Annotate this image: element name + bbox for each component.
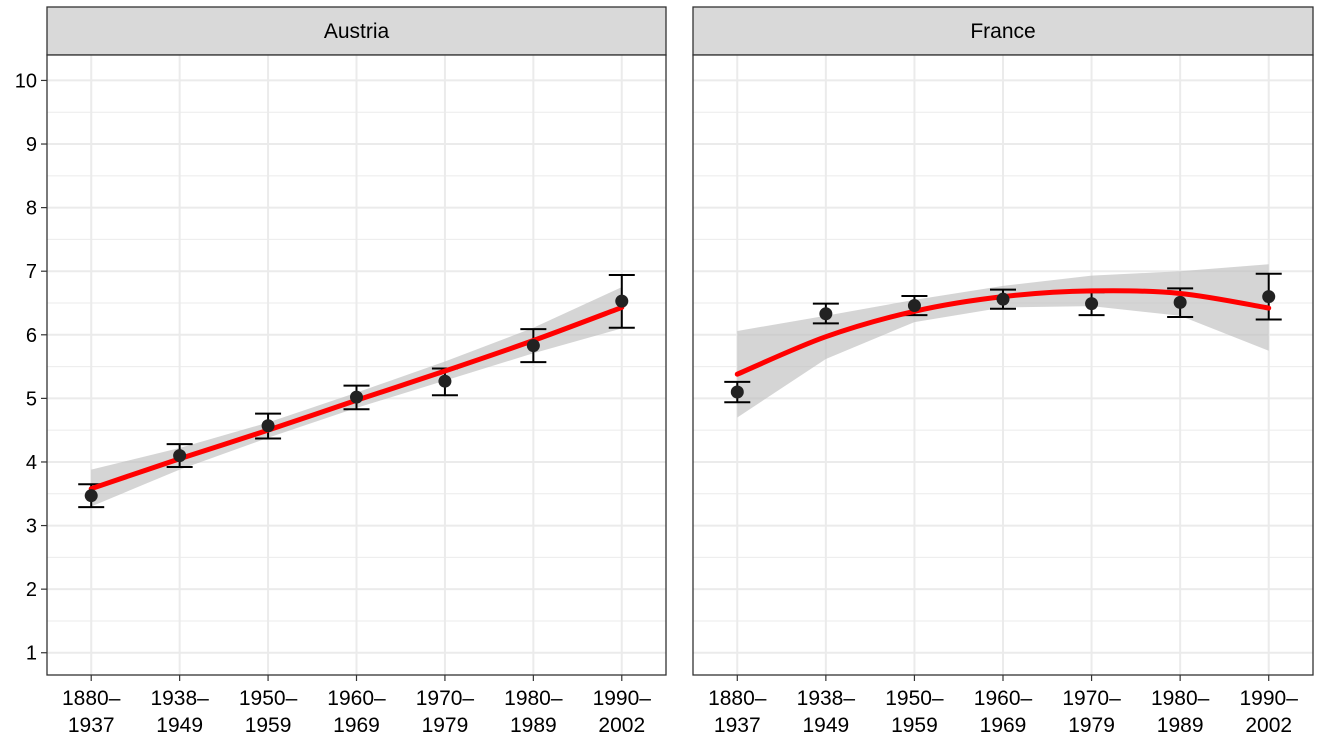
data-point — [526, 339, 540, 353]
data-point — [350, 390, 363, 404]
data-point — [615, 294, 629, 308]
x-tick-label: 1959 — [891, 714, 938, 737]
x-tick-label: 1960– — [327, 687, 386, 710]
x-tick-label: 1880– — [62, 687, 121, 710]
x-tick-label: 1989 — [1157, 714, 1204, 737]
panel-france: France — [692, 6, 1314, 676]
y-tick-label: 4 — [26, 452, 37, 474]
x-tick-label: 1989 — [510, 714, 557, 737]
x-tick-label: 1969 — [333, 714, 380, 737]
data-point — [1173, 295, 1187, 309]
y-tick-label: 7 — [26, 261, 37, 283]
x-tick-label: 1990– — [593, 687, 652, 710]
panel-austria: Austria — [46, 6, 667, 676]
y-tick-label: 9 — [26, 134, 37, 156]
data-point — [1085, 297, 1099, 311]
y-tick-label: 10 — [15, 70, 37, 92]
data-point — [996, 292, 1010, 306]
data-point — [1262, 290, 1276, 304]
y-tick-label: 3 — [26, 516, 37, 538]
data-point — [261, 419, 275, 433]
y-axis: 1 2 3 4 5 6 7 8 9 10 — [15, 70, 47, 665]
data-point — [819, 307, 833, 321]
x-tick-label: 1970– — [416, 687, 475, 710]
confidence-ribbon — [737, 264, 1269, 418]
x-tick-label: 1950– — [885, 687, 944, 710]
data-point — [730, 385, 744, 399]
x-tick-label: 1980– — [1151, 687, 1210, 710]
x-tick-label: 1880– — [708, 687, 767, 710]
facet-strip — [46, 6, 667, 56]
y-tick-label: 6 — [26, 325, 37, 347]
x-tick-label: 1960– — [974, 687, 1033, 710]
x-tick-label: 1980– — [504, 687, 563, 710]
x-tick-label: 1979 — [422, 714, 469, 737]
x-tick-label: 2002 — [598, 714, 645, 737]
data-point — [907, 299, 921, 313]
x-tick-label: 1990– — [1240, 687, 1299, 710]
x-tick-label: 1949 — [802, 714, 849, 737]
x-tick-label: 1970– — [1062, 687, 1121, 710]
x-tick-label: 1938– — [797, 687, 856, 710]
y-tick-label: 1 — [26, 643, 37, 665]
facet-strip — [692, 6, 1314, 56]
x-tick-label: 1959 — [245, 714, 292, 737]
x-tick-label: 2002 — [1245, 714, 1292, 737]
facet-strip-label: France — [970, 20, 1035, 43]
x-tick-label: 1937 — [714, 714, 761, 737]
x-tick-label: 1937 — [68, 714, 115, 737]
data-point — [84, 489, 98, 503]
x-tick-label: 1950– — [239, 687, 298, 710]
x-tick-label: 1969 — [980, 714, 1027, 737]
panels-layer: Austria France — [46, 6, 1314, 676]
x-tick-label: 1979 — [1068, 714, 1115, 737]
y-tick-label: 5 — [26, 388, 37, 410]
x-tick-label: 1949 — [156, 714, 203, 737]
facet-strip-label: Austria — [324, 20, 390, 43]
data-point — [438, 374, 452, 388]
y-tick-label: 2 — [26, 579, 37, 601]
data-point — [173, 449, 187, 463]
x-tick-label: 1938– — [150, 687, 209, 710]
y-tick-label: 8 — [26, 198, 37, 220]
x-axes: 1880– 1937 1938– 1949 1950– 1959 1960– 1969 1970… — [62, 675, 1298, 737]
